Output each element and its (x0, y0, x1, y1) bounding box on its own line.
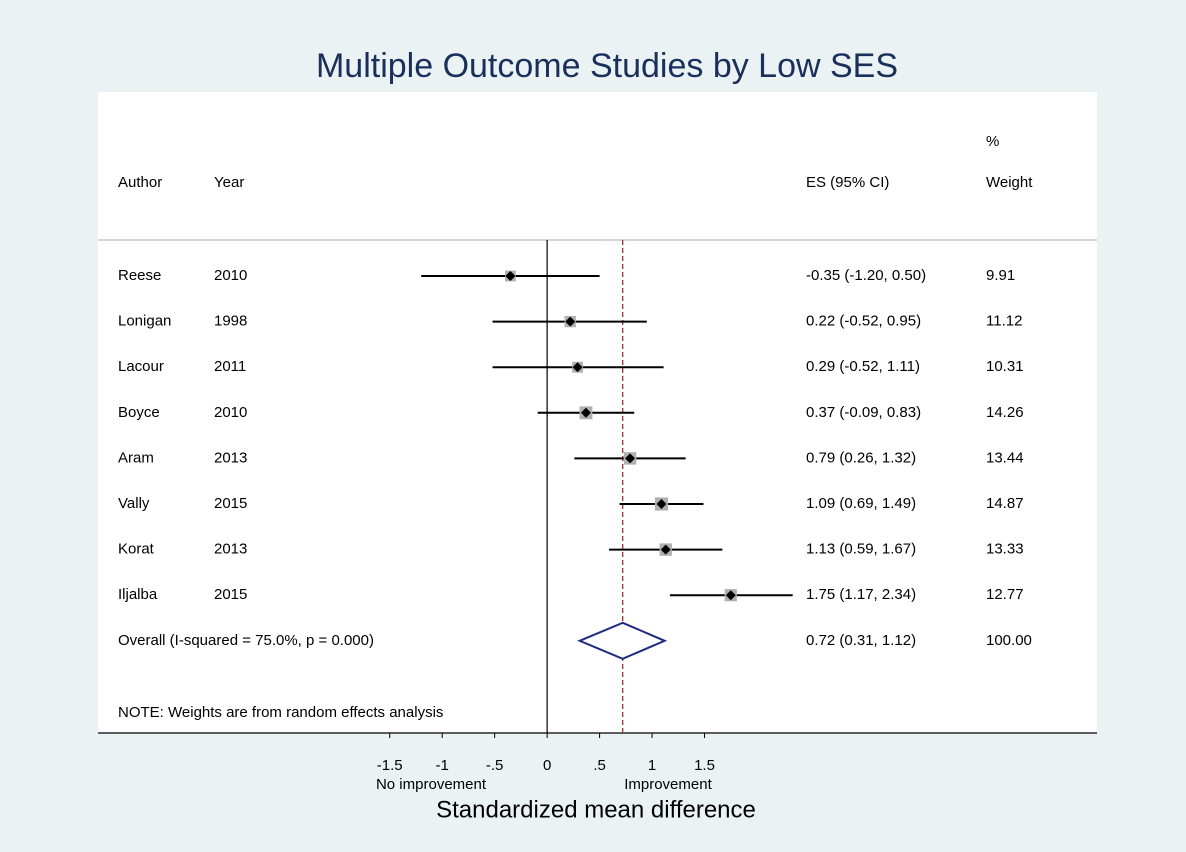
point-estimate (505, 271, 516, 281)
header: Year (214, 174, 244, 191)
point-estimate (580, 407, 591, 418)
point-estimate (656, 499, 667, 509)
es-label: -0.35 (-1.20, 0.50) (806, 267, 926, 284)
author: Boyce (118, 404, 160, 421)
x-tick-label: 1.5 (694, 757, 715, 774)
weight-label: 12.77 (986, 586, 1024, 603)
weight-label: 9.91 (986, 267, 1015, 284)
x-tick-label: -1.5 (377, 757, 403, 774)
author: Lacour (118, 358, 164, 375)
header: Weight (986, 174, 1033, 191)
es-label: 1.75 (1.17, 2.34) (806, 586, 916, 603)
es-label: 1.09 (0.69, 1.49) (806, 495, 916, 512)
point-estimate (572, 362, 583, 373)
author: Vally (118, 495, 150, 512)
es-label: 0.72 (0.31, 1.12) (806, 632, 916, 649)
year: 2015 (214, 586, 247, 603)
es-label: 0.37 (-0.09, 0.83) (806, 404, 921, 421)
weight-label: 14.26 (986, 404, 1024, 421)
x-tick-label: -.5 (486, 757, 504, 774)
point-estimate (625, 453, 636, 464)
weight-label: 14.87 (986, 495, 1024, 512)
author: Iljalba (118, 586, 158, 603)
note: NOTE: Weights are from random effects an… (118, 704, 443, 721)
es-label: 0.22 (-0.52, 0.95) (806, 313, 921, 330)
header: % (986, 133, 999, 150)
weight-label: 100.00 (986, 632, 1032, 649)
overall-diamond (577, 621, 668, 660)
author: Aram (118, 449, 154, 466)
x-tick-label: .5 (593, 757, 606, 774)
overall-label: Overall (I-squared = 75.0%, p = 0.000) (118, 632, 374, 649)
year: 2011 (214, 358, 246, 375)
year: 2015 (214, 495, 247, 512)
es-label: 0.79 (0.26, 1.32) (806, 449, 916, 466)
weight-label: 13.33 (986, 541, 1024, 558)
x-label-left: No improvement (376, 776, 487, 793)
x-tick-label: -1 (436, 757, 449, 774)
year: 2013 (214, 541, 247, 558)
x-axis-title: Standardized mean difference (436, 796, 756, 823)
year: 1998 (214, 313, 247, 330)
author: Reese (118, 267, 161, 284)
author: Korat (118, 541, 155, 558)
x-tick-label: 1 (648, 757, 656, 774)
x-tick-label: 0 (543, 757, 551, 774)
point-estimate (660, 544, 671, 555)
author: Lonigan (118, 313, 171, 330)
year: 2013 (214, 449, 247, 466)
es-label: 0.29 (-0.52, 1.11) (806, 358, 920, 375)
x-label-right: Improvement (624, 776, 712, 793)
es-label: 1.13 (0.59, 1.67) (806, 541, 916, 558)
header: ES (95% CI) (806, 174, 889, 191)
year: 2010 (214, 404, 247, 421)
header: Author (118, 174, 162, 191)
weight-label: 10.31 (986, 358, 1024, 375)
chart-title: Multiple Outcome Studies by Low SES (316, 47, 898, 85)
point-estimate (565, 316, 576, 327)
weight-label: 11.12 (986, 313, 1022, 330)
year: 2010 (214, 267, 247, 284)
weight-label: 13.44 (986, 449, 1024, 466)
point-estimate (725, 590, 736, 601)
